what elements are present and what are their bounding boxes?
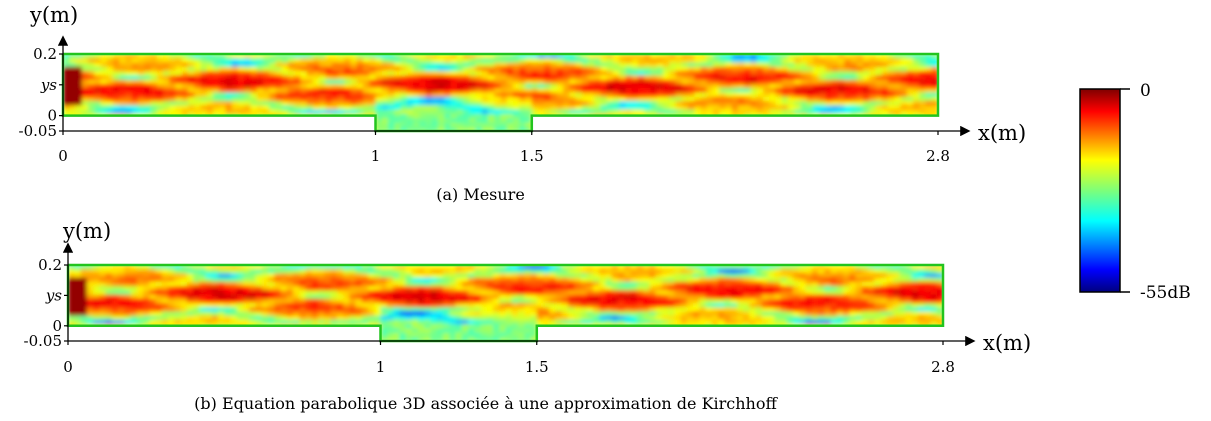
- panel-caption: (a) Mesure: [436, 185, 525, 204]
- x-axis-label: x(m): [983, 331, 1031, 355]
- colorbar-gradient: [1079, 88, 1121, 293]
- x-tick-label: 1: [376, 358, 386, 376]
- x-tick-label: 2.8: [931, 358, 955, 376]
- y-axis-label: y(m): [62, 219, 111, 243]
- x-tick-label: 2.8: [926, 147, 950, 165]
- colorbar: 0 -55dB: [1079, 81, 1191, 303]
- y-tick-label: ys: [40, 76, 57, 94]
- y-axis-label: y(m): [29, 3, 78, 27]
- y-tick-label: 0: [47, 107, 57, 125]
- x-tick-label: 0: [58, 147, 68, 165]
- x-tick-label: 1: [371, 147, 381, 165]
- heatmap-field: [68, 265, 943, 341]
- heatmap-field: [63, 54, 938, 131]
- y-tick-label: ys: [45, 286, 62, 304]
- x-tick-label: 0: [63, 358, 73, 376]
- panel-caption: (b) Equation parabolique 3D associée à u…: [194, 394, 778, 413]
- x-axis-label: x(m): [978, 121, 1026, 145]
- x-tick-label: 1.5: [525, 358, 549, 376]
- colorbar-min-label: -55dB: [1140, 283, 1191, 303]
- y-tick-label: 0.2: [38, 256, 62, 274]
- panel-measurement: y(m) x(m) 0.2 ys 0-0.050 1 1.5 2.8 (a) Mesure: [19, 3, 1027, 204]
- y-tick-label: 0.2: [33, 45, 57, 63]
- x-tick-label: 1.5: [520, 147, 544, 165]
- colorbar-max-label: 0: [1140, 81, 1151, 101]
- y-tick-label: 0: [52, 317, 62, 335]
- y-tick-label: -0.05: [24, 332, 62, 350]
- panel-parabolic-equation: y(m) x(m) 0.2 ys 0-0.050 1 1.5 2.8 (b) Equation …: [24, 219, 1032, 413]
- y-tick-label: -0.05: [19, 122, 57, 140]
